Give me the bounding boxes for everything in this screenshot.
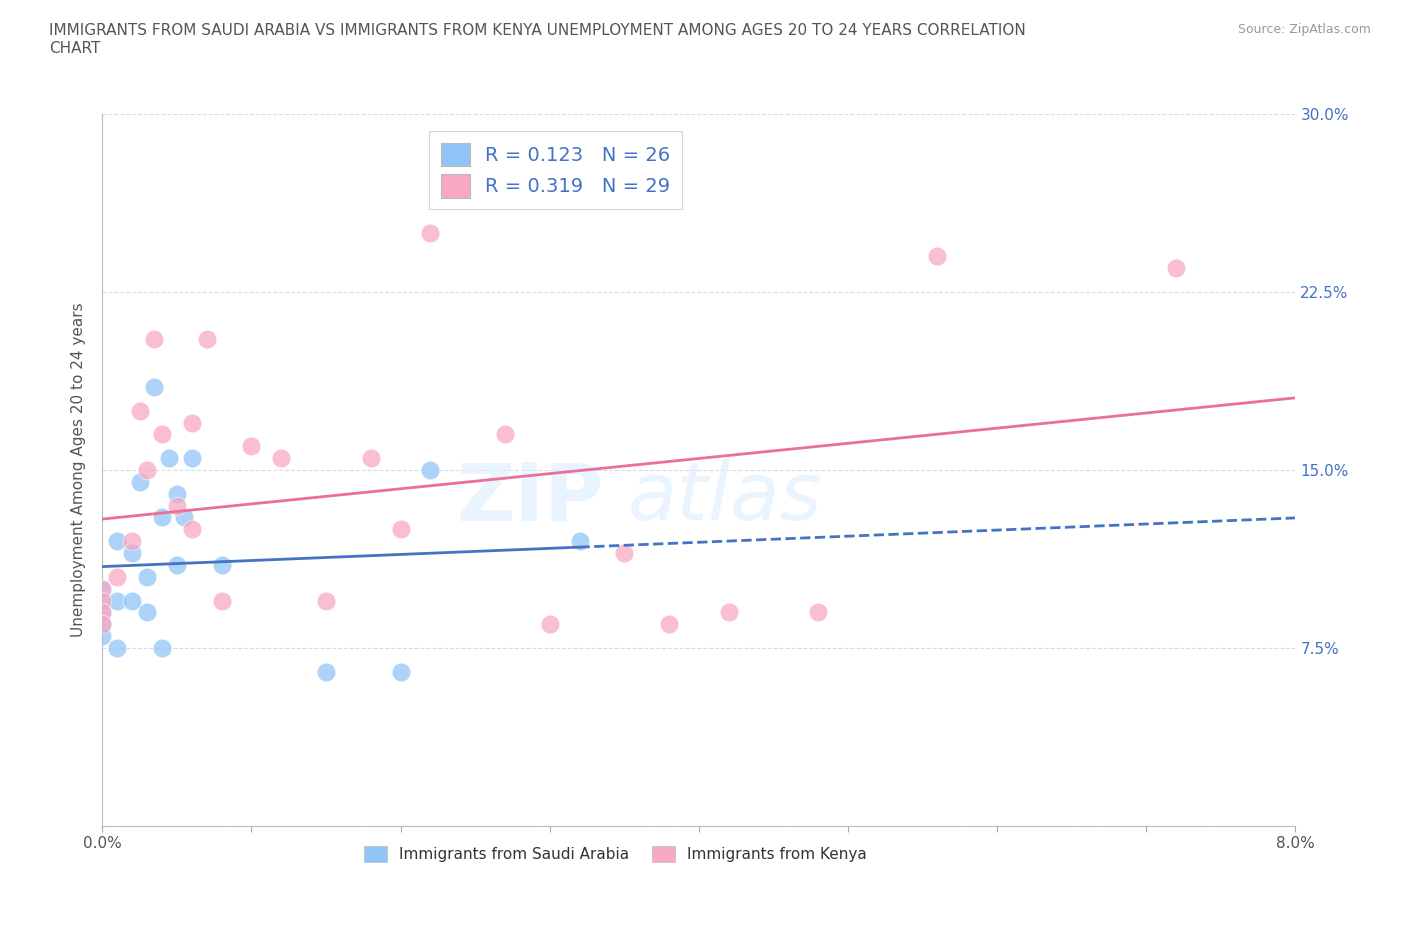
- Point: [166, 498, 188, 513]
- Point: [150, 427, 173, 442]
- Text: IMMIGRANTS FROM SAUDI ARABIA VS IMMIGRANTS FROM KENYA UNEMPLOYMENT AMONG AGES 20: IMMIGRANTS FROM SAUDI ARABIA VS IMMIGRAN…: [49, 23, 1026, 56]
- Point: [613, 546, 636, 561]
- Y-axis label: Unemployment Among Ages 20 to 24 years: Unemployment Among Ages 20 to 24 years: [72, 302, 86, 637]
- Point: [157, 451, 180, 466]
- Point: [166, 486, 188, 501]
- Point: [121, 546, 143, 561]
- Point: [143, 332, 166, 347]
- Point: [91, 617, 114, 631]
- Point: [315, 593, 337, 608]
- Point: [91, 593, 114, 608]
- Point: [166, 557, 188, 572]
- Point: [211, 557, 233, 572]
- Point: [91, 629, 114, 644]
- Point: [568, 534, 591, 549]
- Point: [91, 593, 114, 608]
- Point: [240, 439, 263, 454]
- Point: [150, 641, 173, 656]
- Point: [180, 522, 202, 537]
- Text: atlas: atlas: [627, 459, 823, 538]
- Point: [91, 617, 114, 631]
- Point: [105, 641, 128, 656]
- Point: [128, 474, 150, 489]
- Point: [121, 534, 143, 549]
- Point: [360, 451, 382, 466]
- Point: [136, 462, 159, 477]
- Point: [195, 332, 218, 347]
- Point: [389, 664, 412, 679]
- Legend: Immigrants from Saudi Arabia, Immigrants from Kenya: Immigrants from Saudi Arabia, Immigrants…: [357, 840, 873, 869]
- Point: [150, 510, 173, 525]
- Point: [658, 617, 681, 631]
- Point: [105, 569, 128, 584]
- Point: [389, 522, 412, 537]
- Text: Source: ZipAtlas.com: Source: ZipAtlas.com: [1237, 23, 1371, 36]
- Point: [136, 605, 159, 620]
- Point: [180, 451, 202, 466]
- Point: [419, 462, 441, 477]
- Point: [538, 617, 561, 631]
- Point: [1166, 260, 1188, 275]
- Point: [91, 605, 114, 620]
- Point: [143, 379, 166, 394]
- Point: [91, 605, 114, 620]
- Point: [807, 605, 830, 620]
- Point: [91, 581, 114, 596]
- Point: [180, 415, 202, 430]
- Point: [105, 534, 128, 549]
- Point: [128, 404, 150, 418]
- Point: [136, 569, 159, 584]
- Point: [315, 664, 337, 679]
- Point: [717, 605, 740, 620]
- Point: [927, 249, 949, 264]
- Point: [419, 225, 441, 240]
- Point: [91, 581, 114, 596]
- Point: [494, 427, 516, 442]
- Point: [270, 451, 292, 466]
- Point: [121, 593, 143, 608]
- Point: [173, 510, 195, 525]
- Text: ZIP: ZIP: [456, 459, 603, 538]
- Point: [211, 593, 233, 608]
- Point: [105, 593, 128, 608]
